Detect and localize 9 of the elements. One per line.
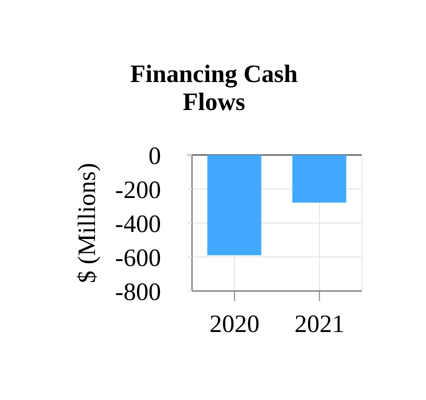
y-tick-label: 0 [148,142,161,170]
x-tick-label: 2020 [210,310,260,338]
chart-title: Financing Cash Flows [129,61,299,117]
y-axis-title: $ (Millions) [74,162,100,284]
y-tick-label: -400 [115,210,161,238]
y-tick-label: -600 [115,244,161,272]
x-tick-label: 2021 [294,310,344,338]
y-tick-label: -200 [115,176,161,204]
y-tick-label: -800 [115,278,161,306]
